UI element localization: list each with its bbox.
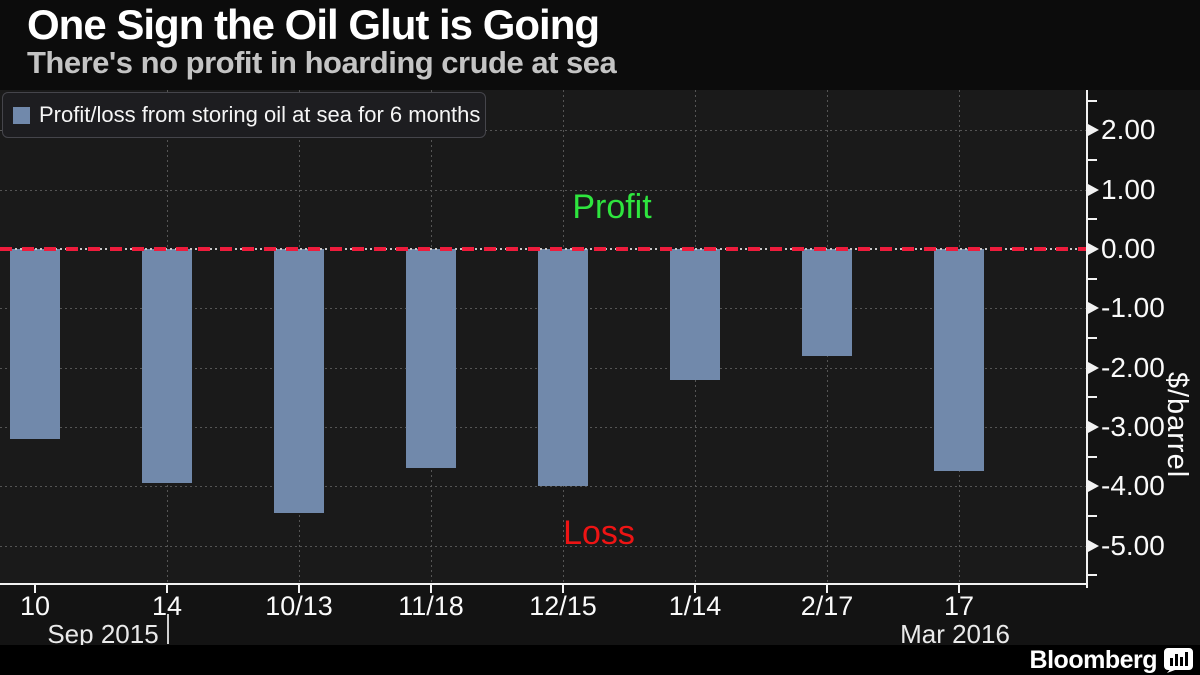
- x-tick-label: 2/17: [800, 591, 854, 621]
- loss-annotation: Loss: [563, 514, 635, 552]
- x-tick: [694, 585, 696, 593]
- y-tick-arrow-icon: [1088, 480, 1099, 493]
- x-tick: [430, 585, 432, 593]
- y-tick-arrow-icon: [1088, 420, 1099, 433]
- x-tick-label: 17: [943, 591, 975, 621]
- y-tick-label: 0.00: [1101, 232, 1156, 264]
- x-tick: [298, 585, 300, 593]
- y-tick-label: 1.00: [1101, 173, 1156, 205]
- y-minor-tick: [1088, 336, 1097, 339]
- x-tick: [562, 585, 564, 593]
- bloomberg-wordmark: Bloomberg: [1029, 645, 1158, 674]
- bar-10-13: [274, 248, 324, 513]
- legend-label: Profit/loss from storing oil at sea for …: [39, 102, 481, 127]
- y-minor-tick: [1088, 99, 1097, 102]
- x-tick: [958, 585, 960, 593]
- chart-header: One Sign the Oil Glut is Going There's n…: [27, 1, 617, 81]
- y-tick-arrow-icon: [1088, 539, 1099, 552]
- y-minor-tick: [1088, 218, 1097, 221]
- y-tick-label: -4.00: [1101, 470, 1165, 502]
- x-tick: [166, 585, 168, 593]
- bloomberg-logo: Bloomberg: [1029, 645, 1193, 674]
- x-tick: [34, 585, 36, 593]
- legend: Profit/loss from storing oil at sea for …: [2, 92, 486, 138]
- y-tick-arrow-icon: [1088, 242, 1099, 255]
- bar-12-15: [538, 248, 588, 487]
- x-tick-label: 1/14: [668, 591, 722, 621]
- plot-area: [0, 90, 1086, 583]
- h-gridline: [0, 545, 1086, 547]
- y-tick-arrow-icon: [1088, 183, 1099, 196]
- x-tick-label: 11/18: [398, 591, 464, 621]
- y-minor-tick: [1088, 396, 1097, 399]
- bar-11-18: [406, 248, 456, 469]
- footer-bar: Bloomberg: [0, 645, 1200, 675]
- y-tick-label: -1.00: [1101, 292, 1165, 324]
- h-gridline: [0, 189, 1086, 191]
- x-tick-label: 12/15: [529, 591, 597, 621]
- legend-swatch-icon: [13, 106, 30, 124]
- y-minor-tick: [1088, 574, 1097, 577]
- x-tick-label: 10: [19, 591, 51, 621]
- period-label-start: Sep 2015: [47, 619, 159, 649]
- y-axis-line: [1086, 90, 1088, 588]
- bar-2-17: [802, 248, 852, 356]
- y-minor-tick: [1088, 514, 1097, 517]
- x-tick: [826, 585, 828, 593]
- y-tick-label: -3.00: [1101, 410, 1165, 442]
- y-tick-label: -5.00: [1101, 529, 1165, 561]
- h-gridline: [0, 130, 1086, 132]
- profit-annotation: Profit: [572, 188, 652, 226]
- x-tick-label: 10/13: [265, 591, 333, 621]
- bloomberg-terminal-icon: [1164, 647, 1193, 673]
- y-tick-arrow-icon: [1088, 302, 1099, 315]
- y-minor-tick: [1088, 455, 1097, 458]
- y-tick-arrow-icon: [1088, 124, 1099, 137]
- bar-14: [142, 248, 192, 484]
- y-tick-arrow-icon: [1088, 361, 1099, 374]
- period-separator: [167, 614, 169, 644]
- bar-1-14: [670, 248, 720, 380]
- y-minor-tick: [1088, 159, 1097, 161]
- y-axis-title: $/barrel: [1161, 371, 1193, 479]
- period-label-end: Mar 2016: [900, 619, 1010, 649]
- bar-10: [10, 248, 60, 439]
- y-tick-label: 2.00: [1101, 114, 1156, 146]
- bar-17: [934, 248, 984, 472]
- chart-title: One Sign the Oil Glut is Going: [27, 1, 600, 48]
- x-axis-line: [0, 583, 1088, 585]
- h-gridline: [0, 486, 1086, 488]
- chart-subtitle: There's no profit in hoarding crude at s…: [27, 45, 617, 81]
- zero-reference-line: [0, 246, 1086, 251]
- y-minor-tick: [1088, 277, 1097, 280]
- chart-area: Profit/loss from storing oil at sea for …: [0, 90, 1200, 649]
- y-tick-label: -2.00: [1101, 351, 1165, 383]
